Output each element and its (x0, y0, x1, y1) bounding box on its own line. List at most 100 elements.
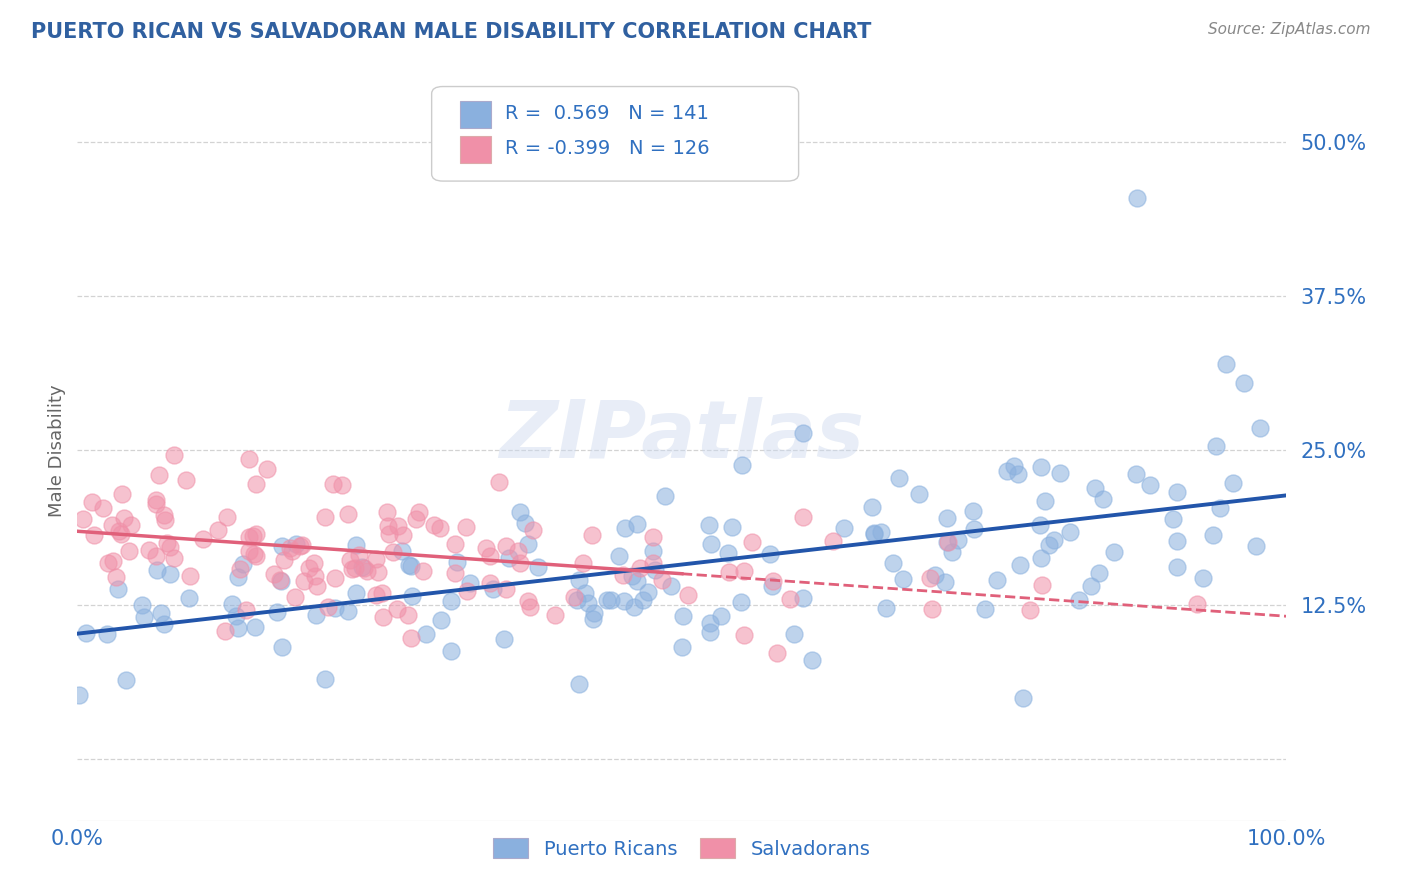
Point (270, 574, 292, 589)
Point (733, 628, 755, 642)
Point (134, 609, 156, 624)
Point (377, 519, 399, 533)
Point (731, 458, 754, 472)
Point (375, 505, 398, 519)
Point (111, 486, 134, 500)
Point (191, 532, 214, 546)
Point (325, 601, 347, 615)
Point (671, 640, 693, 654)
Point (387, 602, 409, 616)
Point (544, 608, 567, 623)
Point (366, 588, 388, 602)
Point (330, 478, 353, 492)
Point (155, 513, 177, 527)
Point (392, 528, 415, 542)
Text: ZIPatlas: ZIPatlas (499, 397, 865, 475)
Point (305, 608, 328, 623)
Point (986, 574, 1008, 588)
Point (82, 495, 104, 509)
Point (356, 564, 378, 578)
Point (576, 596, 599, 610)
Point (263, 567, 285, 582)
Point (145, 496, 167, 510)
Point (659, 579, 682, 593)
Point (422, 518, 444, 533)
Point (97, 556, 120, 570)
Point (761, 579, 783, 593)
Point (364, 552, 387, 566)
Point (641, 530, 664, 544)
Point (870, 524, 893, 539)
Point (292, 574, 315, 589)
Point (150, 606, 173, 620)
Point (443, 537, 465, 551)
Point (995, 464, 1018, 478)
Point (305, 578, 328, 592)
Y-axis label: Male Disability: Male Disability (48, 384, 66, 516)
Text: Source: ZipAtlas.com: Source: ZipAtlas.com (1208, 22, 1371, 37)
Point (1202, 527, 1225, 541)
Point (163, 448, 186, 462)
Point (1233, 376, 1256, 390)
Point (1092, 491, 1115, 506)
Point (67, 688, 90, 702)
Point (582, 612, 605, 626)
Point (600, 592, 623, 607)
Point (515, 516, 537, 530)
Point (758, 547, 780, 561)
Point (644, 563, 666, 577)
Point (863, 527, 886, 541)
Point (304, 569, 326, 583)
Point (138, 542, 160, 557)
Point (458, 575, 481, 590)
Point (717, 565, 740, 579)
Point (440, 643, 463, 657)
Point (245, 620, 267, 634)
Point (280, 541, 302, 555)
Point (314, 510, 336, 524)
Point (1246, 539, 1268, 553)
Point (583, 606, 606, 620)
Point (1088, 566, 1111, 581)
Point (1033, 494, 1056, 508)
Point (1126, 190, 1149, 204)
Point (963, 522, 986, 536)
Point (941, 544, 963, 558)
Point (1059, 524, 1081, 539)
Point (924, 568, 946, 582)
Point (654, 489, 676, 503)
Point (1166, 485, 1188, 500)
Point (1205, 439, 1227, 453)
Point (568, 677, 591, 691)
Point (1185, 597, 1208, 611)
Point (156, 536, 179, 550)
Point (516, 537, 538, 551)
Point (516, 594, 538, 608)
Point (238, 451, 260, 466)
Point (962, 503, 984, 517)
Point (783, 626, 806, 640)
Point (322, 477, 344, 491)
Point (96, 627, 118, 641)
Point (297, 560, 319, 574)
Point (823, 533, 845, 548)
Point (72, 512, 94, 526)
Point (612, 568, 634, 582)
Point (314, 672, 336, 686)
Point (381, 545, 404, 559)
Point (1029, 550, 1052, 565)
Point (863, 525, 886, 540)
Point (302, 556, 325, 570)
Point (207, 524, 229, 538)
Point (710, 609, 733, 624)
Point (1018, 603, 1040, 617)
Point (221, 597, 243, 611)
Point (621, 569, 644, 583)
Point (1215, 357, 1237, 371)
Point (721, 519, 744, 533)
Point (631, 593, 654, 607)
Legend: Puerto Ricans, Salvadorans: Puerto Ricans, Salvadorans (485, 830, 879, 866)
Point (456, 583, 478, 598)
Point (495, 582, 517, 597)
Point (399, 631, 422, 645)
